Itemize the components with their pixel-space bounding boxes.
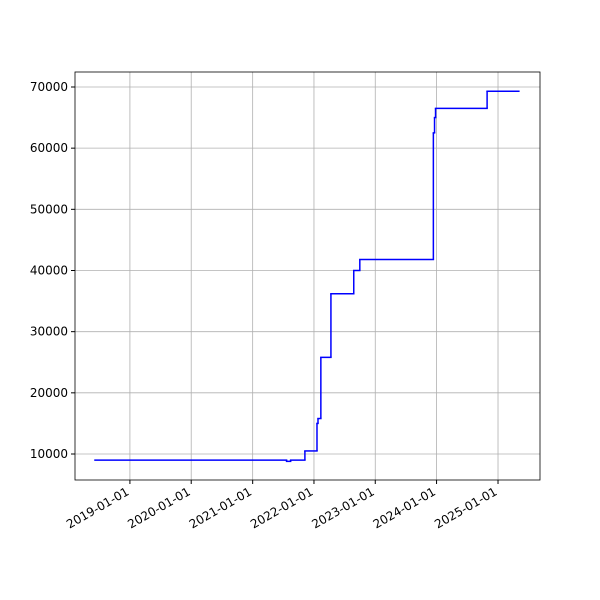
x-tick-label: 2024-01-01 <box>371 484 438 531</box>
x-tick-label: 2021-01-01 <box>187 484 254 531</box>
plot-frame <box>74 71 541 481</box>
x-tick-label: 2020-01-01 <box>125 484 192 531</box>
y-tick-label: 30000 <box>30 325 68 339</box>
y-tick-label: 40000 <box>30 263 68 277</box>
x-tick-label: 2022-01-01 <box>248 484 315 531</box>
y-tick-label: 50000 <box>30 202 68 216</box>
y-tick-label: 70000 <box>30 80 68 94</box>
y-tick-label: 60000 <box>30 141 68 155</box>
x-tick-label: 2019-01-01 <box>64 484 131 531</box>
y-tick-label: 10000 <box>30 447 68 461</box>
y-tick-label: 20000 <box>30 386 68 400</box>
x-tick-label: 2025-01-01 <box>432 484 499 531</box>
x-tick-label: 2023-01-01 <box>309 484 376 531</box>
